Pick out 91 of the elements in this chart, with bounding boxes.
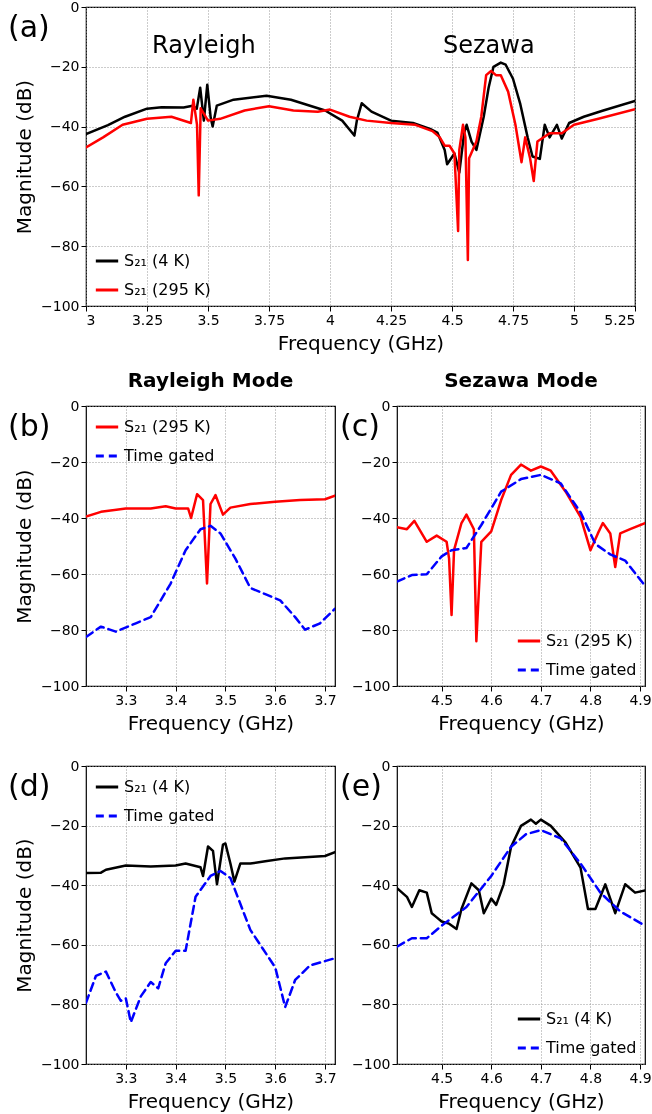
y-tick-label: −60 [49,936,80,953]
y-axis-title: Magnitude (dB) [12,838,37,993]
legend-label: Time gated [123,806,215,825]
x-tick-label: 4.6 [480,1069,503,1086]
y-tick-label: −80 [360,995,391,1012]
y-tick-label: −100 [41,297,80,314]
y-tick-label: −60 [360,565,391,582]
chart-title: Sezawa Mode [444,368,598,392]
x-tick-label: 4.5 [441,311,464,328]
legend-label: S₂₁ (4 K) [546,1009,613,1028]
text: (d) [8,768,51,803]
y-tick-label: −40 [360,876,391,893]
y-tick-label: −40 [49,118,80,135]
x-tick-label: 3.3 [115,691,138,708]
y-tick-label: −80 [360,621,391,638]
x-axis-title: Frequency (GHz) [438,1088,605,1113]
x-tick-label: 3.6 [264,691,287,708]
x-tick-label: 4.5 [431,691,454,708]
legend-label: Time gated [545,1038,637,1057]
y-tick-label: −20 [49,58,80,75]
y-tick-label: −80 [49,995,80,1012]
x-axis-title: Frequency (GHz) [438,710,605,735]
y-tick-label: −60 [49,565,80,582]
x-tick-label: 3.4 [165,691,188,708]
x-tick-label: 3.4 [165,1069,188,1086]
x-tick-label: 3.3 [115,1069,138,1086]
x-tick-label: 4 [326,311,336,328]
annotation: Rayleigh [152,31,256,59]
y-tick-label: −40 [360,509,391,526]
x-tick-label: 4.8 [579,691,603,708]
y-tick-label: −100 [352,677,391,694]
legend-label: Time gated [123,446,215,465]
x-tick-label: 4.6 [480,691,503,708]
legend-label: S₂₁ (4 K) [124,251,191,270]
x-tick-label: 5 [570,311,579,328]
text: (a) [8,9,50,44]
x-tick-label: 4.7 [530,1069,553,1086]
legend-label: S₂₁ (295 K) [124,417,211,436]
legend-label: S₂₁ (295 K) [546,631,633,650]
text: (b) [8,408,51,443]
annotation: Sezawa [443,31,535,59]
x-axis-title: Frequency (GHz) [127,1088,295,1113]
x-tick-label: 3.7 [314,1069,337,1086]
line-series [86,869,335,1024]
text: (e) [340,768,382,803]
x-tick-label: 3 [86,311,96,328]
y-tick-label: −60 [360,936,391,953]
chart-title: Rayleigh Mode [127,368,294,392]
x-axis-title: Frequency (GHz) [127,710,295,735]
x-tick-label: 3.75 [253,311,286,328]
x-tick-label: 4.75 [497,311,530,328]
text: (c) [340,408,380,443]
x-tick-label: 3.6 [264,1069,287,1086]
x-tick-label: 4.9 [629,1069,652,1086]
x-tick-label: 4.9 [629,691,652,708]
y-axis-title: Magnitude (dB) [12,79,37,235]
y-axis-title: Magnitude (dB) [12,469,37,624]
x-tick-label: 4.7 [530,691,553,708]
y-tick-label: −20 [49,817,80,834]
y-tick-label: −100 [41,1055,80,1072]
x-tick-label: 3.25 [131,311,164,328]
legend-label: Time gated [545,660,637,679]
x-tick-label: 4.5 [431,1069,454,1086]
x-tick-label: 3.5 [214,691,238,708]
line-series [86,492,335,585]
y-tick-label: −80 [49,621,80,638]
y-tick-label: −40 [49,509,80,526]
x-tick-label: 3.5 [197,311,220,328]
y-tick-label: −60 [49,177,80,194]
legend-label: S₂₁ (4 K) [124,777,191,796]
line-series [397,828,645,948]
y-tick-label: −20 [360,453,391,470]
x-tick-label: 3.7 [314,691,337,708]
y-tick-label: −40 [49,876,80,893]
y-tick-label: 0 [381,397,391,414]
x-tick-label: 3.5 [214,1069,238,1086]
x-tick-label: 5.25 [604,311,636,328]
line-series [86,524,335,639]
x-tick-label: 4.25 [375,311,408,328]
y-tick-label: 0 [70,0,80,15]
y-tick-label: −100 [41,677,80,694]
legend-label: S₂₁ (295 K) [124,280,211,299]
y-tick-label: 0 [70,757,80,774]
y-tick-label: −80 [49,237,80,254]
y-tick-label: 0 [70,397,80,414]
y-tick-label: −20 [360,817,391,834]
x-tick-label: 4.8 [579,1069,603,1086]
y-tick-label: −100 [352,1055,391,1072]
y-tick-label: −20 [49,453,80,470]
x-axis-title: Frequency (GHz) [277,330,445,355]
y-tick-label: 0 [381,757,391,774]
